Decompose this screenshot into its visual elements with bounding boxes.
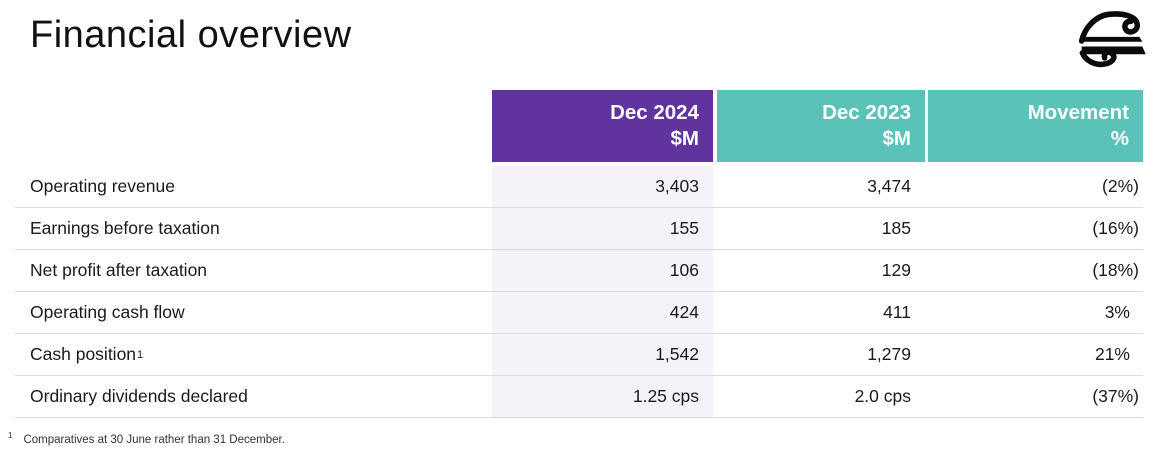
row-label: Cash position 1 (30, 344, 144, 364)
table-row-cash-position: Cash position 1 1,542 1,279 21% (15, 334, 1143, 376)
cell-movement: (37%) (1092, 386, 1139, 406)
page-title: Financial overview (30, 14, 352, 56)
cell-movement: 3% (1104, 302, 1130, 322)
table-row-ordinary-dividends-declared: Ordinary dividends declared 1.25 cps 2.0… (15, 376, 1143, 418)
cell-dec2024: 1,542 (492, 334, 713, 375)
header-dec-2024: Dec 2024 $M (492, 90, 713, 162)
header-dec-2024-line2: $M (670, 127, 699, 150)
table-row-earnings-before-taxation: Earnings before taxation 155 185 (16%) (15, 208, 1143, 250)
header-movement-line1: Movement (1027, 101, 1129, 124)
koru-logo-icon (1078, 11, 1146, 68)
header-dec-2023-line2: $M (882, 127, 911, 150)
table-row-net-profit-after-taxation: Net profit after taxation 106 129 (18%) (15, 250, 1143, 292)
footnote: 1 Comparatives at 30 June rather than 31 … (8, 431, 285, 446)
cell-dec2023: 411 (883, 302, 911, 322)
header-movement-line2: % (1110, 127, 1129, 150)
row-label: Earnings before taxation (30, 218, 220, 238)
table-body: Operating revenue 3,403 3,474 (2%) Earni… (15, 166, 1143, 418)
table-row-operating-cash-flow: Operating cash flow 424 411 3% (15, 292, 1143, 334)
cell-dec2024: 1.25 cps (492, 376, 713, 417)
footnote-text: Comparatives at 30 June rather than 31 D… (23, 433, 285, 446)
financial-table: Dec 2024 $M Dec 2023 $M Movement % Opera… (15, 90, 1143, 418)
cell-dec2023: 2.0 cps (854, 386, 911, 406)
cell-movement: 21% (1094, 344, 1130, 364)
cell-dec2024: 155 (492, 208, 713, 249)
row-label: Operating cash flow (30, 302, 185, 322)
table-row-operating-revenue: Operating revenue 3,403 3,474 (2%) (15, 166, 1143, 208)
table-header-row: Dec 2024 $M Dec 2023 $M Movement % (15, 90, 1143, 162)
row-label: Net profit after taxation (30, 260, 208, 280)
cell-dec2023: 129 (881, 260, 911, 280)
header-movement: Movement % (928, 90, 1143, 162)
header-dec-2024-line1: Dec 2024 (610, 101, 699, 124)
row-label: Operating revenue (30, 176, 175, 196)
cell-movement: (18%) (1092, 260, 1139, 280)
header-label-spacer (15, 90, 492, 162)
cell-movement: (2%) (1102, 176, 1139, 196)
cell-dec2024: 106 (492, 250, 713, 291)
cell-dec2023: 185 (881, 218, 911, 238)
row-label: Ordinary dividends declared (30, 386, 248, 406)
header-dec-2023-line1: Dec 2023 (822, 101, 911, 124)
cell-dec2024: 3,403 (492, 166, 713, 207)
header-dec-2023: Dec 2023 $M (717, 90, 925, 162)
cell-dec2023: 1,279 (867, 344, 911, 364)
cell-dec2023: 3,474 (867, 176, 911, 196)
cell-movement: (16%) (1092, 218, 1139, 238)
cell-dec2024: 424 (492, 292, 713, 333)
footnote-marker: 1 (8, 431, 13, 440)
